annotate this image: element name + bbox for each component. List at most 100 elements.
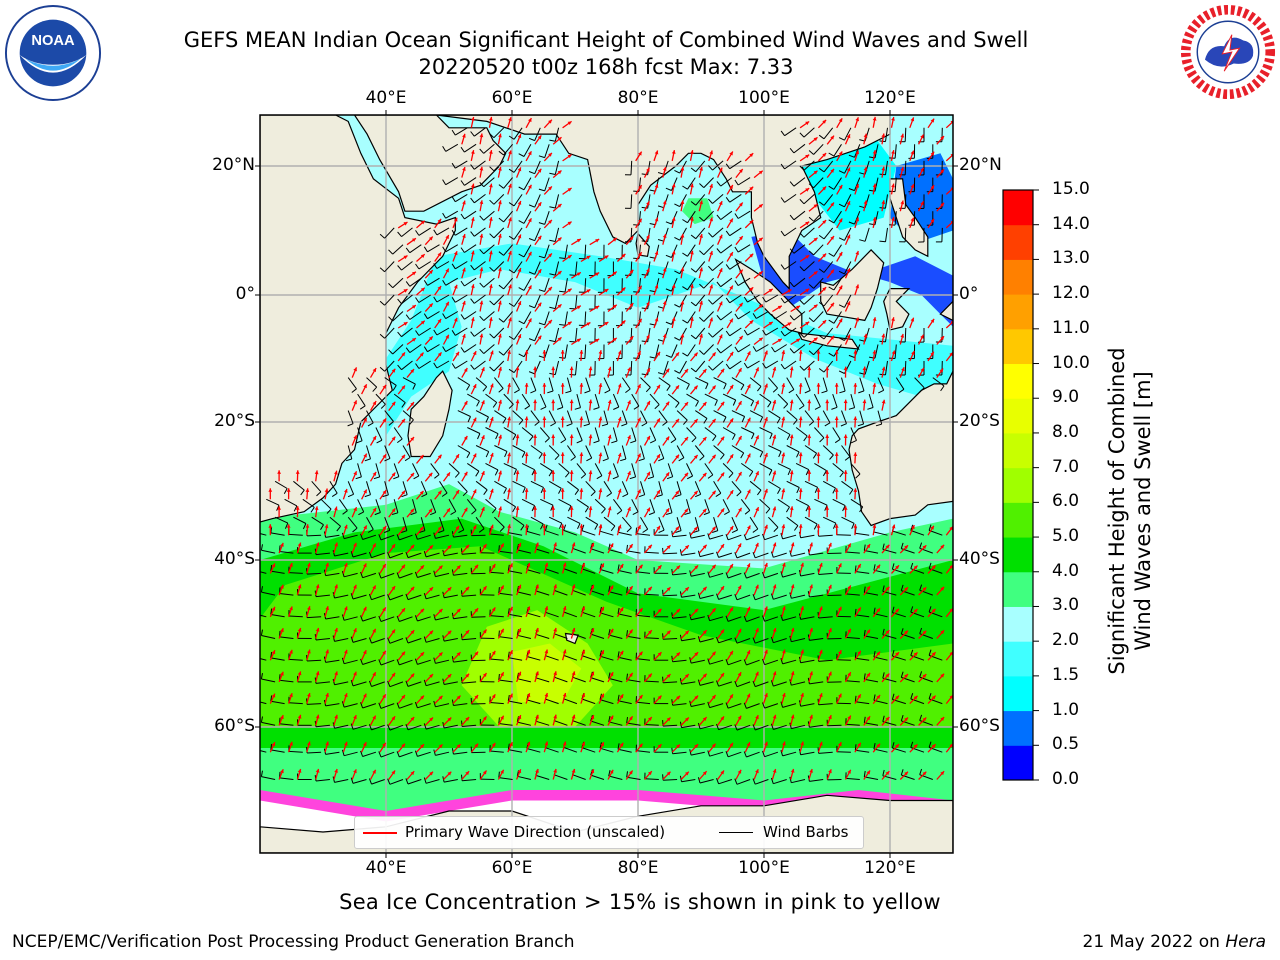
wind-barb [823, 327, 834, 340]
wind-barb-feather [724, 511, 730, 516]
wind-barb [804, 410, 815, 422]
wind-barb-feather [780, 571, 784, 578]
wind-barb [545, 747, 559, 753]
wind-barb [503, 311, 513, 323]
wave-arrow-head [857, 742, 861, 747]
wind-barb [325, 534, 340, 538]
wave-arrow-head [782, 741, 786, 746]
wave-arrow-head [515, 399, 520, 404]
wind-barb [554, 160, 560, 175]
wind-barb-feather [666, 476, 673, 480]
wave-arrow-head [305, 524, 310, 528]
wave-arrow-head [930, 185, 935, 190]
wave-arrow-head [790, 768, 795, 773]
wind-barb [508, 570, 523, 574]
wind-barb-feather [433, 296, 438, 303]
wind-barb-feather [919, 584, 923, 591]
wind-barb [823, 294, 834, 307]
wave-arrow-head [816, 488, 821, 492]
wind-barb [380, 534, 395, 541]
wind-barb [409, 244, 422, 254]
wind-barb-feather [498, 318, 504, 323]
wave-arrow-head [671, 217, 676, 221]
wind-barb-feather [675, 494, 682, 498]
wave-arrow-head [363, 453, 367, 458]
wind-barb [357, 499, 365, 513]
wind-barb [545, 530, 559, 536]
wind-barb [380, 751, 395, 758]
wave-arrow-head [567, 221, 572, 226]
wave-arrow-head [353, 628, 357, 633]
wind-barb [773, 638, 787, 644]
wave-arrow-head [428, 236, 433, 241]
wind-barb [412, 499, 417, 513]
wave-arrow-head [702, 630, 707, 635]
wind-barb [475, 445, 489, 453]
wave-arrow-head [922, 545, 927, 550]
wind-barb [690, 703, 705, 707]
wind-barb [612, 427, 618, 442]
wave-arrow-head [429, 717, 433, 722]
wave-arrow-head [586, 289, 591, 293]
wave-arrow-head [576, 338, 581, 343]
wave-arrow-head [885, 771, 890, 776]
wave-arrow-head [500, 672, 504, 677]
wave-arrow-head [694, 744, 699, 749]
wind-barb [534, 327, 541, 342]
wave-arrow-head [809, 628, 813, 632]
wave-arrow-head [637, 384, 641, 389]
wind-barb [736, 552, 751, 559]
wind-barb-feather [695, 400, 699, 407]
wind-barb [343, 534, 358, 540]
wave-arrow-head [528, 251, 532, 256]
wind-barb [768, 377, 778, 389]
wind-barb-feather [762, 362, 767, 369]
wind-barb-feather [891, 742, 895, 749]
wave-arrow-head [588, 470, 593, 475]
wind-barb-feather [549, 139, 556, 142]
wave-arrow-head [666, 545, 671, 550]
wave-arrow-head [562, 606, 567, 611]
wave-arrow-head [456, 608, 461, 613]
wind-barb [436, 294, 450, 303]
wind-barb-feather [743, 572, 747, 579]
wind-barb [617, 569, 632, 574]
wave-arrow-head [729, 252, 733, 257]
wave-arrow-head [646, 167, 650, 172]
wind-barb [535, 774, 550, 780]
wave-arrow-head [900, 333, 905, 338]
wave-arrow-head [551, 434, 556, 438]
wind-barb [315, 552, 330, 556]
wave-arrow-head [662, 333, 667, 338]
wind-barb-feather [919, 671, 923, 678]
wind-barb-feather [513, 469, 517, 475]
wind-barb-feather [518, 320, 525, 325]
wind-barb [526, 748, 541, 753]
wind-barb [822, 410, 831, 424]
wave-arrow-head [847, 769, 851, 774]
wave-arrow-head [930, 351, 934, 356]
wind-barb-feather [563, 524, 567, 531]
wind-barb [554, 261, 560, 276]
wave-arrow-head [401, 695, 405, 699]
wave-arrow-head [809, 584, 813, 589]
wind-barb [740, 498, 751, 511]
wave-arrow-head [813, 170, 818, 175]
wave-arrow-head [709, 217, 713, 222]
wind-barb [712, 327, 724, 338]
wind-barb-feather [489, 166, 495, 172]
wave-arrow-head [712, 454, 716, 459]
wave-arrow-head [462, 300, 466, 305]
wave-arrow-head [617, 452, 622, 457]
wind-barb-feather [848, 354, 855, 358]
wind-barb-feather [620, 458, 627, 462]
wave-arrow-head [654, 284, 659, 289]
wave-arrow-head [363, 742, 367, 747]
wind-barb-feather [789, 147, 795, 154]
wind-barb [590, 590, 605, 596]
wave-arrow-head [551, 399, 556, 404]
wind-barb [523, 244, 532, 258]
wind-barb-feather [873, 743, 876, 750]
wind-barb-feather [854, 695, 857, 702]
wind-barb-feather [780, 750, 784, 757]
